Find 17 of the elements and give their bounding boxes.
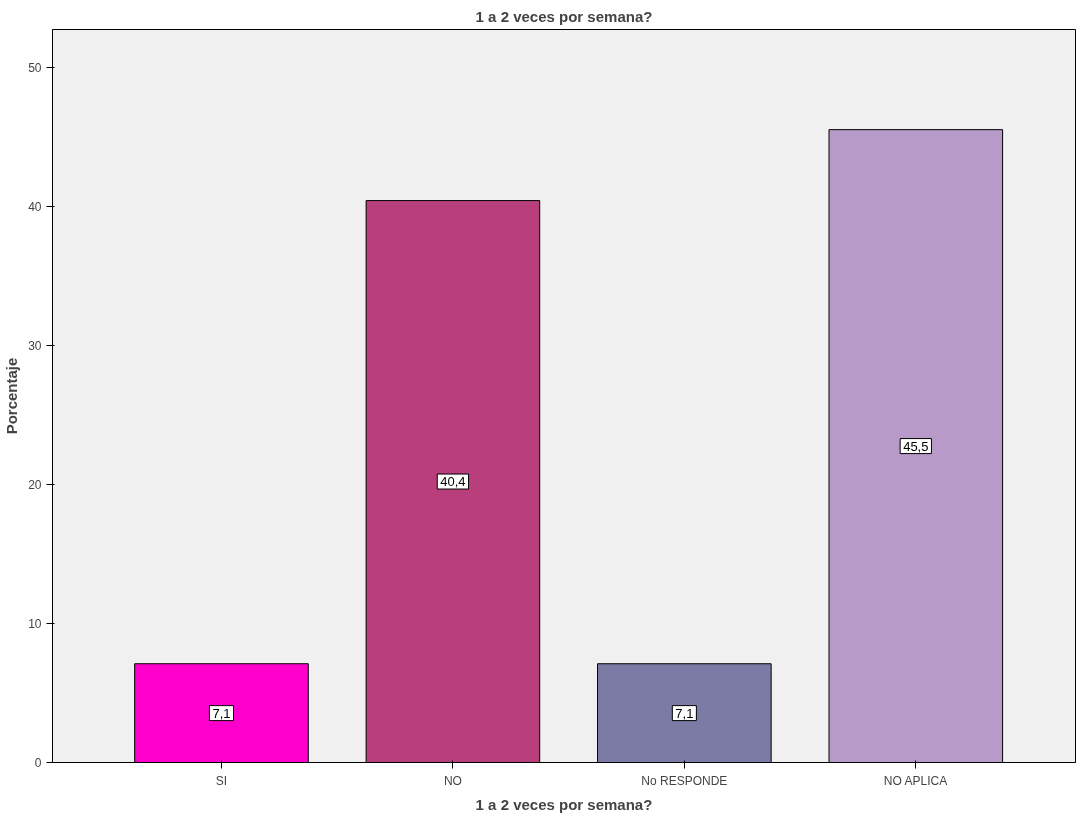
x-axis-title: 1 a 2 veces por semana? [475,795,653,813]
x-tick-label: NO APLICA [883,773,948,788]
y-tick-label: 30 [28,338,42,353]
data-label: 45,5 [903,438,929,454]
x-tick-label: No RESPONDE [641,773,728,788]
data-label: 7,1 [675,705,694,721]
data-label: 40,4 [440,474,466,490]
y-tick-label: 50 [28,60,42,75]
y-axis-title: Porcentaje [3,357,21,435]
y-tick-label: 20 [28,477,42,492]
chart-title: 1 a 2 veces por semana? [475,7,653,25]
data-label: 7,1 [212,705,231,721]
y-tick-label: 10 [28,616,42,631]
x-tick-label: SI [215,773,228,788]
x-tick-label: NO [443,773,462,788]
y-tick-label: 0 [34,756,42,770]
y-tick-label: 40 [28,199,42,214]
